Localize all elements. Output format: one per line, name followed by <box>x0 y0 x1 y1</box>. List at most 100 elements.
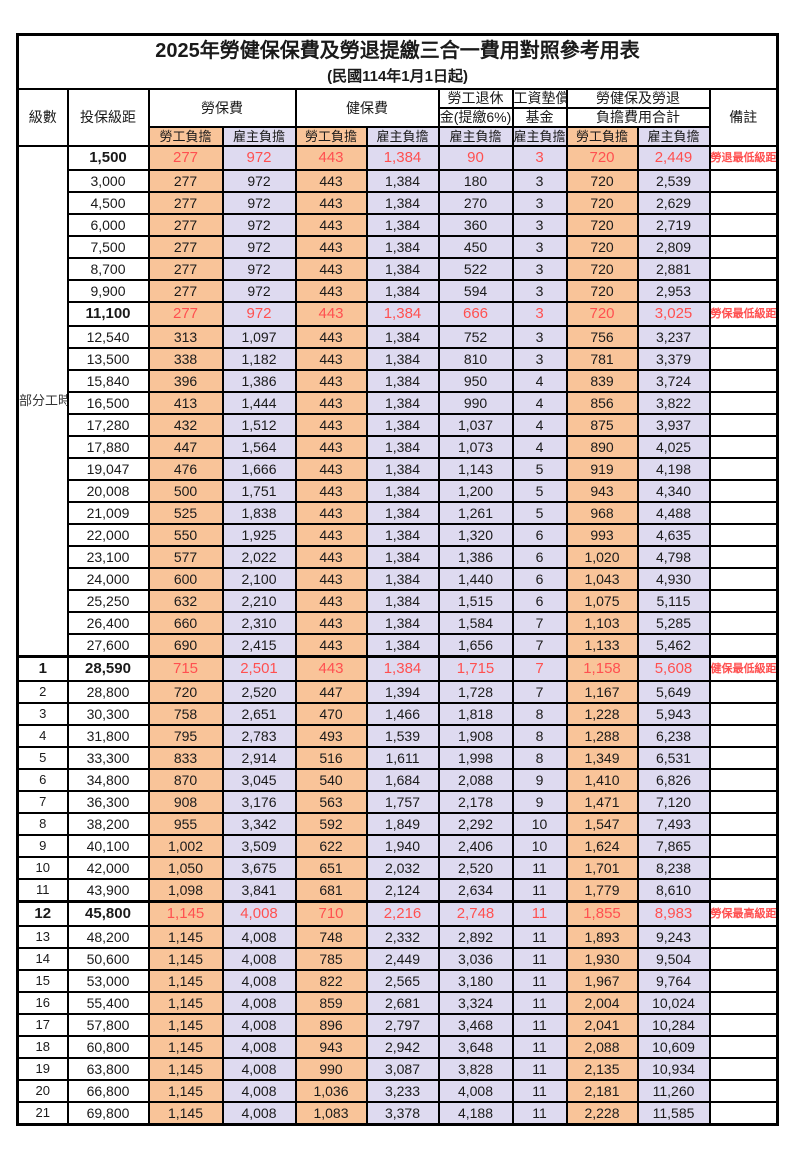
cell-health-employer: 3,087 <box>365 1057 440 1081</box>
cell-insured-bracket: 17,880 <box>66 435 150 459</box>
cell-note <box>708 702 779 726</box>
cell-labor-employee: 1,145 <box>147 925 224 949</box>
cell-labor-employer: 1,512 <box>221 413 297 437</box>
cell-health-employer: 1,384 <box>365 145 440 171</box>
cell-fund-employer: 6 <box>511 589 568 613</box>
cell-labor-employer: 2,651 <box>221 702 297 726</box>
cell-health-employee: 443 <box>294 633 368 658</box>
cell-level: 6 <box>16 768 69 792</box>
cell-note <box>708 947 779 971</box>
cell-note <box>708 611 779 635</box>
cell-fund-employer: 3 <box>511 279 568 303</box>
cell-fund-employer: 11 <box>511 925 568 949</box>
cell-labor-employee: 277 <box>147 169 224 193</box>
cell-health-employee: 592 <box>294 812 368 836</box>
cell-fund-employer: 3 <box>511 213 568 237</box>
cell-note <box>708 768 779 792</box>
cell-level: 10 <box>16 856 69 880</box>
table-row: 17,880 447 1,564 443 1,384 1,073 4 890 4,025 <box>18 435 779 459</box>
cell-total-employer: 6,238 <box>636 724 711 748</box>
cell-health-employer: 1,384 <box>365 479 440 503</box>
cell-health-employee: 443 <box>294 413 368 437</box>
cell-total-employer: 7,493 <box>636 812 711 836</box>
cell-pension-employer: 2,088 <box>437 768 514 792</box>
cell-labor-employer: 2,022 <box>221 545 297 569</box>
table-row: 10 42,000 1,050 3,675 651 2,032 2,520 11 1,701 8,… <box>16 856 779 880</box>
cell-labor-employee: 600 <box>147 567 224 591</box>
cell-labor-employee: 577 <box>147 545 224 569</box>
col-header-note: 備註 <box>708 88 779 147</box>
cell-labor-employee: 690 <box>147 633 224 658</box>
title-row: 2025年勞健保保費及勞退提繳三合一費用對照參考用表 (民國114年1月1日起) <box>16 33 779 90</box>
cell-insured-bracket: 3,000 <box>66 169 150 193</box>
table-row: 11,100 277 972 443 1,384 666 3 720 3,025 勞保最低級距 <box>18 301 779 327</box>
cell-health-employer: 1,384 <box>365 655 440 682</box>
cell-insured-bracket: 7,500 <box>66 235 150 259</box>
cell-insured-bracket: 50,600 <box>66 947 150 971</box>
cell-health-employee: 540 <box>294 768 368 792</box>
cell-insured-bracket: 69,800 <box>66 1101 150 1126</box>
table-row: 19,047 476 1,666 443 1,384 1,143 5 919 4,198 <box>18 457 779 481</box>
cell-total-employer: 10,609 <box>636 1035 711 1059</box>
cell-health-employee: 516 <box>294 746 368 770</box>
cell-total-employer: 9,504 <box>636 947 711 971</box>
cell-insured-bracket: 33,300 <box>66 746 150 770</box>
cell-total-employer: 8,983 <box>636 900 711 927</box>
subheader-total-employee: 勞工負擔 <box>565 126 639 147</box>
table-row: 25,250 632 2,210 443 1,384 1,515 6 1,075 5,115 <box>18 589 779 613</box>
table-row: 6,000 277 972 443 1,384 360 3 720 2,719 <box>18 213 779 237</box>
cell-labor-employer: 972 <box>221 235 297 259</box>
cell-fund-employer: 9 <box>511 790 568 814</box>
cell-level: 4 <box>16 724 69 748</box>
cell-note <box>708 856 779 880</box>
cell-pension-employer: 594 <box>437 279 514 303</box>
cell-fund-employer: 11 <box>511 900 568 927</box>
table-row: 7,500 277 972 443 1,384 450 3 720 2,809 <box>18 235 779 259</box>
cell-pension-employer: 1,037 <box>437 413 514 437</box>
cell-health-employee: 443 <box>294 501 368 525</box>
cell-note <box>708 325 779 349</box>
table-row: 12,540 313 1,097 443 1,384 752 3 756 3,237 <box>18 325 779 349</box>
cell-fund-employer: 3 <box>511 191 568 215</box>
table-title-cell: 2025年勞健保保費及勞退提繳三合一費用對照參考用表 (民國114年1月1日起) <box>16 33 779 90</box>
cell-total-employer: 3,379 <box>636 347 711 371</box>
cell-pension-employer: 270 <box>437 191 514 215</box>
cell-total-employee: 2,181 <box>565 1079 639 1103</box>
cell-insured-bracket: 48,200 <box>66 925 150 949</box>
cell-health-employee: 443 <box>294 567 368 591</box>
cell-insured-bracket: 55,400 <box>66 991 150 1015</box>
cell-total-employer: 4,930 <box>636 567 711 591</box>
cell-insured-bracket: 1,500 <box>66 145 150 171</box>
cell-insured-bracket: 53,000 <box>66 969 150 993</box>
cell-pension-employer: 1,320 <box>437 523 514 547</box>
table-row: 1 28,590 715 2,501 443 1,384 1,715 7 1,158 5,608 健… <box>16 655 779 682</box>
cell-fund-employer: 8 <box>511 746 568 770</box>
cell-level: 21 <box>16 1101 69 1126</box>
cell-pension-employer: 1,715 <box>437 655 514 682</box>
cell-pension-employer: 3,468 <box>437 1013 514 1037</box>
cell-insured-bracket: 9,900 <box>66 279 150 303</box>
cell-health-employee: 443 <box>294 213 368 237</box>
cell-health-employer: 2,681 <box>365 991 440 1015</box>
cell-note <box>708 746 779 770</box>
col-header-health-fee: 健保費 <box>294 88 440 128</box>
header-row-1: 級數 投保級距 勞保費 健保費 勞工退休 工資墊償 勞健保及勞退 備註 <box>16 88 779 147</box>
subheader-health-employer: 雇主負擔 <box>365 126 440 147</box>
cell-insured-bracket: 17,280 <box>66 413 150 437</box>
cell-fund-employer: 11 <box>511 878 568 903</box>
col-header-pension-top: 勞工退休 <box>437 88 514 109</box>
cell-health-employee: 1,036 <box>294 1079 368 1103</box>
cell-insured-bracket: 34,800 <box>66 768 150 792</box>
cell-note <box>708 235 779 259</box>
cell-health-employee: 443 <box>294 479 368 503</box>
cell-health-employer: 1,539 <box>365 724 440 748</box>
cell-total-employer: 6,826 <box>636 768 711 792</box>
cell-health-employee: 443 <box>294 391 368 415</box>
cell-total-employer: 10,934 <box>636 1057 711 1081</box>
table-row: 14 50,600 1,145 4,008 785 2,449 3,036 11 1,930 9,… <box>16 947 779 971</box>
cell-fund-employer: 5 <box>511 479 568 503</box>
cell-pension-employer: 1,584 <box>437 611 514 635</box>
cell-total-employer: 4,340 <box>636 479 711 503</box>
cell-health-employee: 443 <box>294 325 368 349</box>
cell-health-employee: 896 <box>294 1013 368 1037</box>
